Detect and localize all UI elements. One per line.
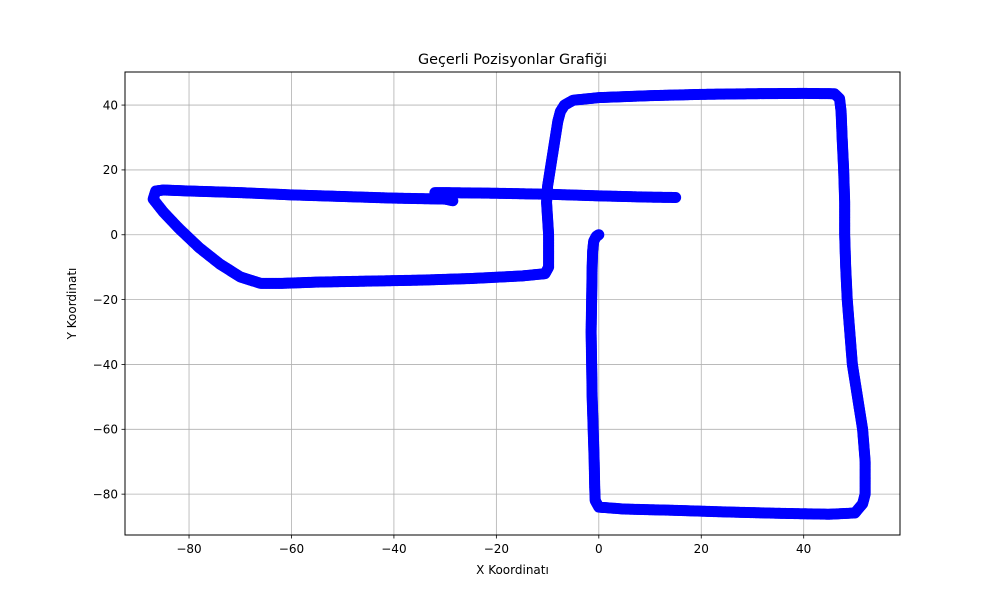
x-tick-label: 40 [796, 542, 811, 556]
data-point [670, 191, 682, 203]
grid [125, 72, 900, 535]
x-tick-label: 20 [694, 542, 709, 556]
ticks: −80 −60 −40 −20 0 20 40 −80 −60 −40 −20 0 20 40 [93, 98, 812, 556]
y-tick-label: 0 [110, 228, 118, 242]
y-tick-label: −20 [93, 293, 118, 307]
y-tick-label: 20 [103, 163, 118, 177]
y-tick-label: −80 [93, 487, 118, 501]
x-tick-label: 0 [595, 542, 603, 556]
x-tick-label: −60 [279, 542, 304, 556]
plot-frame [124, 71, 901, 536]
y-tick-label: −40 [93, 358, 118, 372]
chart-title: Geçerli Pozisyonlar Grafiği [418, 52, 607, 68]
x-tick-label: −20 [484, 542, 509, 556]
x-axis-label: X Koordinatı [476, 563, 549, 577]
data-layer [147, 87, 871, 520]
y-axis-label: Y Koordinatı [65, 268, 79, 341]
y-tick-label: 40 [103, 98, 118, 112]
x-tick-label: −80 [176, 542, 201, 556]
x-tick-label: −40 [381, 542, 406, 556]
y-tick-label: −60 [93, 423, 118, 437]
